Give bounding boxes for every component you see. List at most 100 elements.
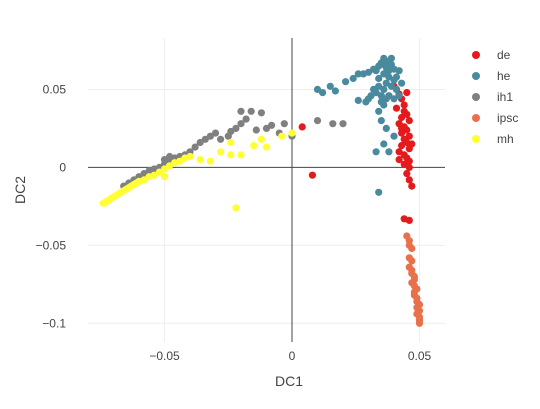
- data-points[interactable]: [99, 54, 424, 327]
- data-point-mh[interactable]: [217, 148, 225, 156]
- data-point-ipsc[interactable]: [408, 257, 416, 265]
- data-point-de[interactable]: [298, 123, 306, 131]
- data-point-he[interactable]: [398, 79, 406, 87]
- data-point-he[interactable]: [382, 124, 390, 132]
- data-point-he[interactable]: [387, 54, 395, 62]
- data-point-he[interactable]: [380, 101, 388, 109]
- data-point-ih1[interactable]: [329, 120, 337, 128]
- data-point-ih1[interactable]: [339, 120, 347, 128]
- data-point-ih1[interactable]: [252, 126, 260, 134]
- data-point-ipsc[interactable]: [408, 269, 416, 277]
- y-axis-ticks: −0.1 −0.05 0 0.05: [36, 82, 67, 330]
- data-point-he[interactable]: [342, 78, 350, 86]
- data-point-he[interactable]: [375, 107, 383, 115]
- y-tick-label: −0.1: [42, 316, 66, 330]
- data-point-he[interactable]: [370, 85, 378, 93]
- data-point-ipsc[interactable]: [405, 241, 413, 249]
- data-point-mh[interactable]: [160, 173, 169, 181]
- data-point-he[interactable]: [392, 73, 401, 81]
- data-point-de[interactable]: [405, 117, 413, 125]
- series-de[interactable]: [298, 82, 416, 224]
- data-point-ipsc[interactable]: [410, 288, 418, 296]
- data-point-de[interactable]: [400, 101, 408, 109]
- data-point-de[interactable]: [405, 176, 413, 184]
- data-point-ih1[interactable]: [280, 120, 288, 128]
- data-point-he[interactable]: [377, 117, 385, 125]
- data-point-mh[interactable]: [196, 156, 204, 164]
- legend-label: ih1: [497, 90, 513, 104]
- data-point-de[interactable]: [308, 171, 316, 179]
- data-point-mh[interactable]: [288, 129, 296, 137]
- legend-marker: [472, 93, 480, 101]
- data-point-de[interactable]: [398, 124, 406, 132]
- data-point-mh[interactable]: [232, 204, 240, 212]
- data-point-de[interactable]: [403, 89, 411, 97]
- data-point-ih1[interactable]: [217, 135, 225, 143]
- data-point-ipsc[interactable]: [410, 276, 418, 284]
- data-point-de[interactable]: [392, 104, 401, 112]
- data-point-he[interactable]: [375, 188, 383, 196]
- y-tick-label: −0.05: [36, 238, 67, 252]
- data-point-de[interactable]: [408, 140, 416, 148]
- data-point-de[interactable]: [395, 156, 403, 164]
- data-point-he[interactable]: [367, 92, 375, 100]
- data-point-ipsc[interactable]: [413, 297, 421, 306]
- series-mh[interactable]: [99, 129, 296, 212]
- data-point-de[interactable]: [405, 163, 413, 171]
- data-point-de[interactable]: [405, 216, 413, 224]
- data-point-he[interactable]: [395, 92, 403, 100]
- data-point-mh[interactable]: [262, 143, 271, 151]
- data-point-mh[interactable]: [206, 157, 214, 165]
- data-point-ih1[interactable]: [268, 121, 276, 129]
- data-point-he[interactable]: [372, 148, 380, 156]
- data-point-he[interactable]: [319, 89, 327, 97]
- data-point-ipsc[interactable]: [415, 319, 424, 327]
- data-point-mh[interactable]: [186, 152, 194, 161]
- legend-label: ipsc: [497, 111, 518, 125]
- data-point-ih1[interactable]: [191, 143, 199, 151]
- y-tick-label: 0: [59, 160, 66, 174]
- data-point-he[interactable]: [349, 74, 357, 83]
- data-point-ih1[interactable]: [160, 156, 169, 164]
- legend-item-ipsc[interactable]: ipsc: [472, 111, 518, 125]
- data-point-de[interactable]: [408, 182, 416, 190]
- data-point-mh[interactable]: [227, 138, 235, 147]
- data-point-mh[interactable]: [237, 151, 245, 159]
- data-point-ih1[interactable]: [237, 107, 245, 115]
- series-he[interactable]: [313, 54, 406, 196]
- data-point-he[interactable]: [385, 148, 393, 156]
- data-point-mh[interactable]: [227, 151, 235, 159]
- legend-item-he[interactable]: he: [472, 69, 511, 83]
- data-point-he[interactable]: [354, 96, 362, 104]
- data-point-ih1[interactable]: [211, 129, 220, 137]
- data-point-he[interactable]: [395, 67, 403, 75]
- legend-item-de[interactable]: de: [472, 48, 511, 62]
- data-point-ih1[interactable]: [313, 117, 322, 125]
- data-point-he[interactable]: [392, 85, 401, 93]
- data-point-he[interactable]: [331, 87, 339, 95]
- legend-marker: [472, 135, 480, 143]
- data-point-ih1[interactable]: [257, 109, 265, 117]
- data-point-he[interactable]: [390, 132, 398, 140]
- data-point-de[interactable]: [403, 110, 411, 118]
- data-point-he[interactable]: [380, 54, 388, 62]
- data-point-de[interactable]: [398, 113, 406, 122]
- data-point-de[interactable]: [403, 170, 411, 178]
- data-point-ih1[interactable]: [247, 107, 255, 115]
- data-point-he[interactable]: [326, 82, 334, 90]
- data-point-de[interactable]: [398, 142, 406, 150]
- data-point-he[interactable]: [354, 70, 362, 78]
- data-point-ih1[interactable]: [227, 127, 235, 136]
- legend[interactable]: de he ih1 ipsc mh: [472, 48, 518, 146]
- data-point-mh[interactable]: [250, 142, 258, 150]
- data-point-he[interactable]: [385, 67, 393, 75]
- legend-item-ih1[interactable]: ih1: [472, 90, 513, 104]
- data-point-he[interactable]: [380, 140, 388, 148]
- data-point-mh[interactable]: [257, 135, 265, 143]
- data-point-ih1[interactable]: [242, 115, 250, 123]
- series-ipsc[interactable]: [403, 232, 424, 327]
- data-point-mh[interactable]: [278, 132, 286, 140]
- data-point-he[interactable]: [375, 74, 383, 83]
- legend-item-mh[interactable]: mh: [472, 132, 514, 146]
- data-point-ih1[interactable]: [237, 120, 245, 128]
